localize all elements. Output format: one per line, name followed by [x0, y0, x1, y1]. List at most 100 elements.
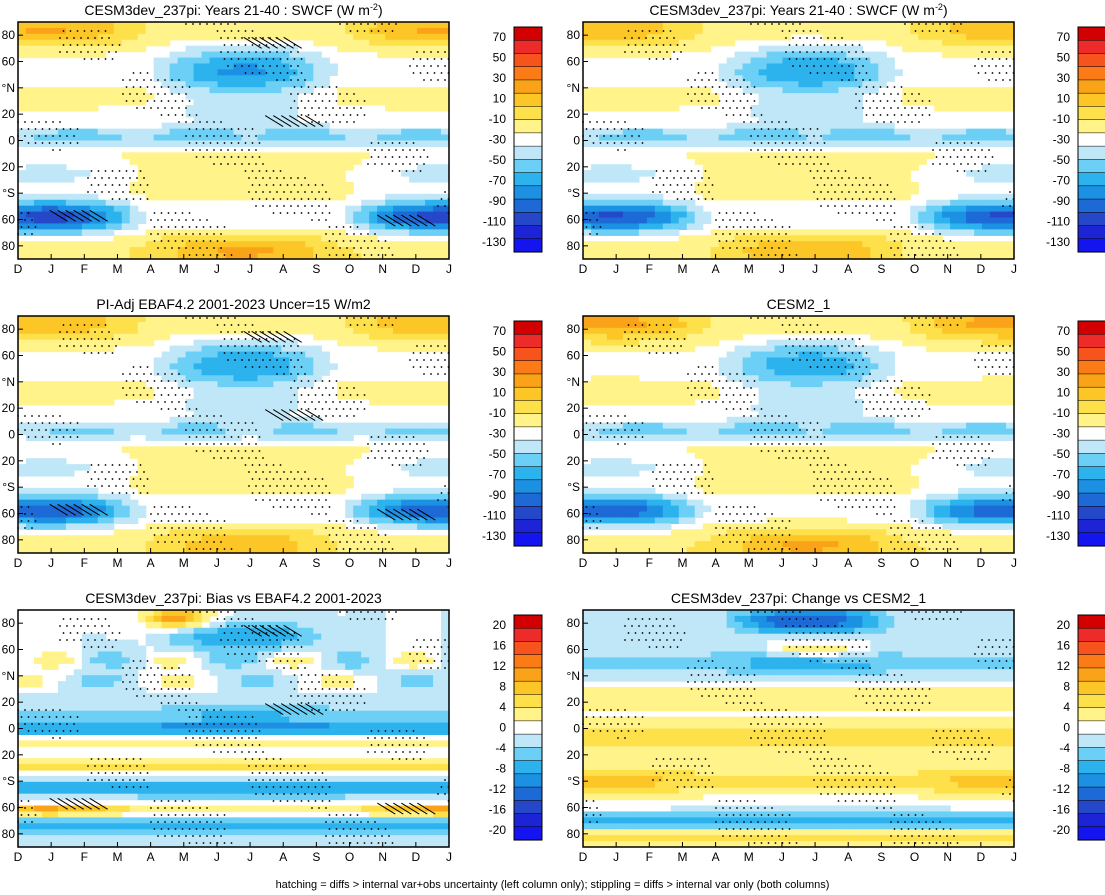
stipple-dot [981, 65, 983, 67]
heatmap-cell [622, 27, 632, 35]
heatmap-cell [97, 211, 107, 219]
stipple-dot [258, 156, 261, 158]
heatmap-cell [249, 128, 259, 136]
stipple-dot [921, 226, 924, 228]
heatmap-cell [814, 22, 824, 29]
stipple-dot [841, 177, 843, 179]
heatmap-cell [718, 253, 728, 260]
heatmap-cell [273, 247, 282, 254]
heatmap-cell [766, 75, 776, 82]
heatmap-cell [177, 152, 187, 159]
heatmap-cell [193, 122, 203, 130]
stipple-dot [813, 37, 815, 39]
heatmap-cell [217, 369, 227, 376]
heatmap-cell [105, 393, 115, 400]
heatmap-cell [49, 387, 59, 394]
heatmap-cell [81, 428, 91, 436]
heatmap-cell [105, 387, 115, 394]
stipple-dot [718, 226, 721, 228]
heatmap-cell [822, 63, 832, 70]
heatmap-cell [169, 75, 179, 82]
heatmap-cell [846, 128, 855, 136]
heatmap-cell [105, 511, 115, 519]
heatmap-cell [18, 333, 27, 341]
heatmap-cell [65, 247, 75, 254]
heatmap-cell [73, 128, 83, 136]
stipple-dot [652, 177, 654, 179]
heatmap-cell [49, 487, 59, 495]
colorbar-swatch [513, 238, 543, 253]
heatmap-cell [910, 152, 919, 159]
heatmap-cell [18, 393, 27, 400]
heatmap-cell [217, 116, 227, 124]
stipple-dot [328, 226, 331, 228]
heatmap-cell [838, 51, 847, 59]
stipple-dot [729, 107, 731, 109]
heatmap-cell [622, 229, 632, 236]
heatmap-cell [686, 211, 696, 219]
heatmap-cell [583, 247, 592, 254]
heatmap-cell [201, 345, 211, 353]
heatmap-cell [265, 69, 275, 76]
stipple-dot [778, 233, 780, 235]
heatmap-cell [18, 39, 27, 47]
heatmap-cell [153, 529, 163, 536]
heatmap-cell [614, 247, 624, 254]
stipple-dot [290, 177, 292, 179]
heatmap-cell [998, 217, 1007, 225]
heatmap-cell [185, 452, 195, 459]
heatmap-cell [409, 199, 418, 207]
heatmap-cell [73, 499, 83, 507]
heatmap-cell [710, 235, 720, 242]
heatmap-cell [838, 45, 847, 53]
heatmap-cell [25, 517, 35, 524]
heatmap-cell [598, 241, 608, 248]
heatmap-cell [265, 158, 275, 165]
heatmap-cell [297, 63, 306, 70]
stipple-dot [269, 65, 271, 67]
heatmap-cell [353, 39, 362, 47]
stipple-dot [164, 93, 166, 95]
heatmap-cell [73, 316, 83, 323]
heatmap-cell [934, 87, 943, 94]
heatmap-cell [257, 51, 267, 59]
stipple-dot [167, 86, 170, 88]
heatmap-cell [734, 69, 744, 76]
heatmap-cell [233, 176, 243, 183]
heatmap-cell [209, 428, 219, 436]
heatmap-cell [974, 128, 983, 136]
heatmap-cell [614, 45, 624, 53]
stipple-dot [398, 142, 401, 144]
stipple-dot [624, 121, 626, 123]
heatmap-cell [910, 181, 919, 189]
stipple-dot [31, 135, 33, 137]
colorbar-swatch [513, 212, 543, 227]
heatmap-cell [654, 253, 664, 260]
heatmap-cell [878, 187, 887, 195]
stipple-dot [687, 191, 689, 193]
heatmap-cell [409, 45, 418, 53]
stipple-dot [430, 51, 432, 53]
heatmap-cell [433, 241, 442, 248]
heatmap-cell [97, 87, 107, 94]
stipple-dot [321, 114, 324, 116]
y-tick-label: °S [567, 186, 580, 200]
heatmap-cell [209, 27, 219, 35]
heatmap-cell [353, 22, 362, 29]
heatmap-cell [886, 229, 895, 236]
stipple-dot [865, 198, 868, 200]
stipple-dot [104, 44, 107, 46]
heatmap-cell [73, 22, 83, 29]
heatmap-cell [137, 387, 147, 394]
heatmap-cell [425, 205, 434, 213]
heatmap-cell [670, 217, 680, 225]
heatmap-cell [441, 217, 450, 225]
heatmap-cell [313, 75, 322, 82]
stipple-dot [725, 86, 728, 88]
stipple-dot [753, 142, 756, 144]
heatmap-cell [750, 27, 760, 35]
heatmap-cell [305, 75, 314, 82]
heatmap-cell [297, 87, 306, 94]
heatmap-cell [822, 164, 832, 171]
heatmap-cell [281, 128, 290, 136]
